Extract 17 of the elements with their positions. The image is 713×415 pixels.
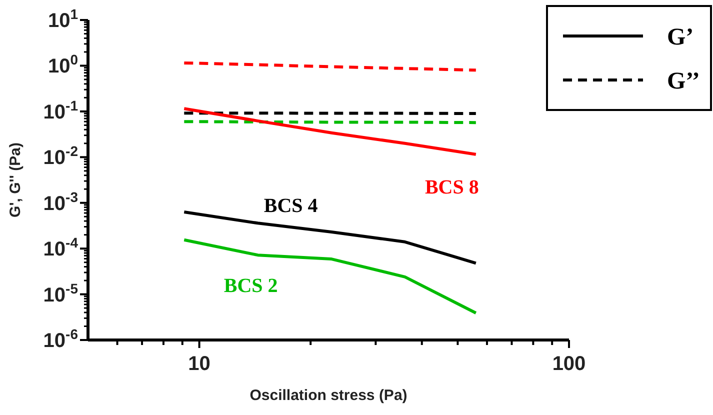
y-tick-label: 10$^{-1}$	[43, 97, 78, 124]
legend-label: G’’	[667, 68, 700, 94]
y-tick-label: 10$^{-4}$	[43, 234, 78, 261]
y-tick-label: 10$^{0}$	[48, 52, 78, 78]
y-tick-label: 10$^{-3}$	[43, 188, 78, 215]
x-axis-title: Oscillation stress (Pa)	[250, 387, 408, 404]
annotation: BCS 2	[224, 275, 278, 298]
annotation: BCS 8	[424, 176, 479, 198]
y-tick-label: 10$^{-5}$	[43, 280, 78, 306]
legend-label: G’	[667, 24, 694, 50]
x-tick-label: 10	[188, 353, 210, 375]
annotation: BCS 4	[264, 195, 318, 218]
x-tick-label: 100	[552, 353, 586, 375]
y-tick-label: 10$^{1}$	[48, 6, 78, 32]
y-tick-label: 10$^{-2}$	[43, 143, 78, 170]
y-axis-title: G', G'' (Pa)	[7, 142, 24, 218]
y-tick-label: 10$^{-6}$	[43, 326, 78, 352]
